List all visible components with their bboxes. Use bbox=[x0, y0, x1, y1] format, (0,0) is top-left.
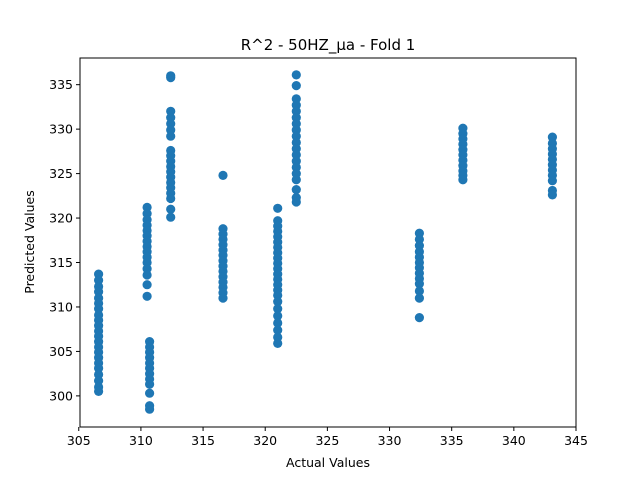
data-point bbox=[414, 293, 424, 303]
data-point bbox=[547, 190, 558, 200]
data-point bbox=[166, 193, 176, 204]
data-point bbox=[166, 73, 176, 83]
data-point bbox=[291, 106, 301, 116]
x-tick-label: 330 bbox=[378, 433, 402, 448]
data-point bbox=[414, 286, 424, 296]
y-tick-label: 315 bbox=[49, 255, 73, 270]
x-tick-label: 345 bbox=[564, 433, 588, 448]
data-point bbox=[166, 131, 176, 141]
x-tick-label: 325 bbox=[315, 433, 339, 448]
y-tick-label: 330 bbox=[49, 122, 73, 137]
y-tick-label: 325 bbox=[49, 166, 73, 181]
data-point bbox=[273, 297, 283, 307]
data-point bbox=[94, 304, 104, 314]
data-point bbox=[291, 185, 301, 195]
data-points bbox=[94, 70, 558, 414]
x-tick-label: 340 bbox=[502, 433, 526, 448]
data-point bbox=[291, 175, 301, 185]
data-point bbox=[291, 70, 301, 80]
y-tick-label: 305 bbox=[49, 344, 73, 359]
data-point bbox=[273, 304, 283, 314]
data-point bbox=[166, 106, 176, 116]
y-axis-ticks: 300 305 310 315 320 325 330 335 bbox=[49, 77, 80, 403]
y-tick-label: 320 bbox=[49, 211, 73, 226]
data-point bbox=[273, 311, 283, 321]
data-point bbox=[547, 176, 558, 186]
data-point bbox=[142, 280, 152, 290]
chart-title: R^2 - 50HZ_µa - Fold 1 bbox=[241, 36, 416, 55]
y-tick-label: 310 bbox=[49, 299, 73, 314]
data-point bbox=[458, 175, 468, 185]
x-tick-label: 335 bbox=[440, 433, 464, 448]
x-axis-label: Actual Values bbox=[286, 455, 370, 470]
data-point bbox=[166, 204, 176, 214]
data-point bbox=[166, 212, 176, 222]
plot-frame bbox=[79, 57, 577, 428]
x-tick-label: 320 bbox=[253, 433, 277, 448]
data-point bbox=[218, 293, 228, 303]
data-point bbox=[94, 287, 104, 297]
data-point bbox=[291, 81, 301, 91]
data-point bbox=[291, 156, 301, 166]
y-tick-label: 335 bbox=[49, 77, 73, 92]
x-tick-label: 305 bbox=[67, 433, 91, 448]
y-axis-label: Predicted Values bbox=[22, 190, 37, 294]
data-point bbox=[145, 404, 155, 414]
data-point bbox=[291, 197, 301, 207]
data-point bbox=[273, 318, 283, 328]
data-point bbox=[94, 386, 104, 396]
x-tick-label: 310 bbox=[129, 433, 153, 448]
x-axis-ticks: 305 310 315 320 325 330 335 340 345 bbox=[67, 427, 588, 448]
data-point bbox=[142, 291, 152, 301]
x-tick-label: 315 bbox=[191, 433, 215, 448]
data-point bbox=[145, 379, 155, 389]
data-point bbox=[142, 270, 152, 280]
data-point bbox=[273, 338, 283, 348]
data-point bbox=[218, 170, 228, 180]
data-point bbox=[414, 313, 424, 323]
data-point bbox=[273, 203, 283, 213]
data-point bbox=[94, 369, 104, 380]
data-point bbox=[273, 325, 283, 335]
data-point bbox=[142, 264, 152, 274]
data-point bbox=[291, 131, 301, 141]
y-tick-label: 300 bbox=[49, 388, 73, 403]
data-point bbox=[547, 132, 558, 142]
data-point bbox=[145, 388, 155, 398]
data-point bbox=[414, 279, 424, 289]
